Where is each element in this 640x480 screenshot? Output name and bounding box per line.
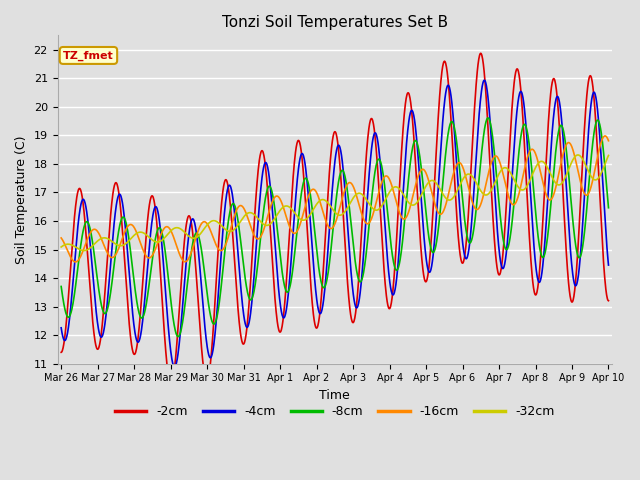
Title: Tonzi Soil Temperatures Set B: Tonzi Soil Temperatures Set B	[222, 15, 448, 30]
Legend: -2cm, -4cm, -8cm, -16cm, -32cm: -2cm, -4cm, -8cm, -16cm, -32cm	[110, 400, 559, 423]
X-axis label: Time: Time	[319, 389, 350, 402]
Y-axis label: Soil Temperature (C): Soil Temperature (C)	[15, 135, 28, 264]
Text: TZ_fmet: TZ_fmet	[63, 50, 114, 60]
